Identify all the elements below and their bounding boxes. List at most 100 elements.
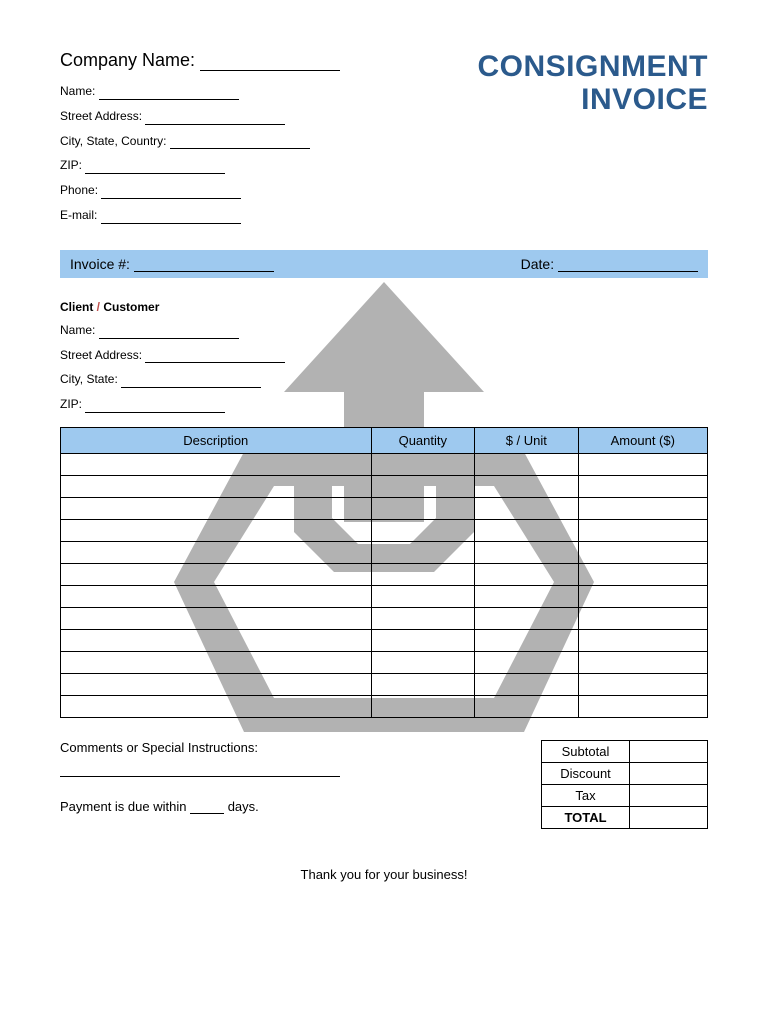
table-row[interactable] — [61, 607, 708, 629]
table-cell[interactable] — [371, 673, 475, 695]
table-cell[interactable] — [578, 651, 707, 673]
zip-line[interactable] — [85, 162, 225, 174]
email-line[interactable] — [101, 212, 241, 224]
table-cell[interactable] — [475, 585, 579, 607]
table-row[interactable] — [61, 585, 708, 607]
phone-line[interactable] — [101, 187, 241, 199]
subtotal-row: Subtotal — [542, 740, 708, 762]
table-cell[interactable] — [578, 607, 707, 629]
table-cell[interactable] — [371, 563, 475, 585]
invoice-date-field[interactable]: Date: — [521, 256, 698, 272]
table-row[interactable] — [61, 563, 708, 585]
table-row[interactable] — [61, 497, 708, 519]
table-cell[interactable] — [371, 497, 475, 519]
city-state-country-label: City, State, Country: — [60, 134, 166, 148]
table-cell[interactable] — [475, 541, 579, 563]
table-cell[interactable] — [475, 651, 579, 673]
table-cell[interactable] — [61, 585, 372, 607]
street-field[interactable]: Street Address: — [60, 108, 478, 125]
table-cell[interactable] — [61, 629, 372, 651]
invoice-date-label: Date: — [521, 256, 554, 272]
client-zip-field[interactable]: ZIP: — [60, 396, 708, 413]
table-cell[interactable] — [371, 585, 475, 607]
table-cell[interactable] — [371, 651, 475, 673]
client-city-state-field[interactable]: City, State: — [60, 371, 708, 388]
table-cell[interactable] — [475, 629, 579, 651]
table-row[interactable] — [61, 695, 708, 717]
table-row[interactable] — [61, 629, 708, 651]
table-cell[interactable] — [475, 695, 579, 717]
table-cell[interactable] — [61, 607, 372, 629]
table-cell[interactable] — [61, 475, 372, 497]
client-name-line[interactable] — [99, 327, 239, 339]
street-line[interactable] — [145, 113, 285, 125]
table-cell[interactable] — [578, 673, 707, 695]
table-row[interactable] — [61, 453, 708, 475]
table-cell[interactable] — [371, 453, 475, 475]
table-cell[interactable] — [578, 475, 707, 497]
table-cell[interactable] — [475, 607, 579, 629]
table-cell[interactable] — [61, 541, 372, 563]
table-cell[interactable] — [578, 497, 707, 519]
client-street-line[interactable] — [145, 351, 285, 363]
table-cell[interactable] — [61, 673, 372, 695]
name-field[interactable]: Name: — [60, 83, 478, 100]
total-value[interactable] — [630, 806, 708, 828]
email-field[interactable]: E-mail: — [60, 207, 478, 224]
zip-field[interactable]: ZIP: — [60, 157, 478, 174]
city-state-country-line[interactable] — [170, 137, 310, 149]
table-cell[interactable] — [371, 475, 475, 497]
table-cell[interactable] — [61, 453, 372, 475]
table-cell[interactable] — [578, 629, 707, 651]
table-cell[interactable] — [475, 497, 579, 519]
table-cell[interactable] — [475, 563, 579, 585]
company-name-line[interactable] — [200, 53, 340, 71]
company-name-field[interactable]: Company Name: — [60, 50, 478, 71]
table-cell[interactable] — [61, 695, 372, 717]
client-city-state-line[interactable] — [121, 376, 261, 388]
tax-value[interactable] — [630, 784, 708, 806]
table-cell[interactable] — [578, 519, 707, 541]
table-cell[interactable] — [371, 519, 475, 541]
table-cell[interactable] — [578, 541, 707, 563]
table-cell[interactable] — [61, 651, 372, 673]
table-cell[interactable] — [61, 563, 372, 585]
invoice-date-line[interactable] — [558, 258, 698, 272]
table-cell[interactable] — [475, 475, 579, 497]
table-cell[interactable] — [371, 607, 475, 629]
city-state-country-field[interactable]: City, State, Country: — [60, 133, 478, 150]
table-cell[interactable] — [578, 695, 707, 717]
table-cell[interactable] — [61, 519, 372, 541]
subtotal-value[interactable] — [630, 740, 708, 762]
zip-label: ZIP: — [60, 158, 82, 172]
table-cell[interactable] — [371, 695, 475, 717]
table-cell[interactable] — [371, 629, 475, 651]
table-cell[interactable] — [578, 453, 707, 475]
table-row[interactable] — [61, 651, 708, 673]
client-name-field[interactable]: Name: — [60, 322, 708, 339]
table-row[interactable] — [61, 475, 708, 497]
table-cell[interactable] — [578, 563, 707, 585]
client-zip-line[interactable] — [85, 401, 225, 413]
client-zip-label: ZIP: — [60, 397, 82, 411]
table-cell[interactable] — [475, 519, 579, 541]
table-row[interactable] — [61, 673, 708, 695]
table-row[interactable] — [61, 541, 708, 563]
header-description: Description — [61, 427, 372, 453]
payment-days-blank[interactable] — [190, 801, 224, 814]
invoice-number-line[interactable] — [134, 258, 274, 272]
table-cell[interactable] — [61, 497, 372, 519]
table-cell[interactable] — [475, 453, 579, 475]
phone-field[interactable]: Phone: — [60, 182, 478, 199]
client-street-field[interactable]: Street Address: — [60, 347, 708, 364]
invoice-number-field[interactable]: Invoice #: — [70, 256, 274, 272]
discount-row: Discount — [542, 762, 708, 784]
table-row[interactable] — [61, 519, 708, 541]
title-line1: CONSIGNMENT — [478, 50, 709, 83]
name-line[interactable] — [99, 88, 239, 100]
table-cell[interactable] — [578, 585, 707, 607]
comments-line[interactable] — [60, 761, 340, 777]
discount-value[interactable] — [630, 762, 708, 784]
table-cell[interactable] — [371, 541, 475, 563]
table-cell[interactable] — [475, 673, 579, 695]
